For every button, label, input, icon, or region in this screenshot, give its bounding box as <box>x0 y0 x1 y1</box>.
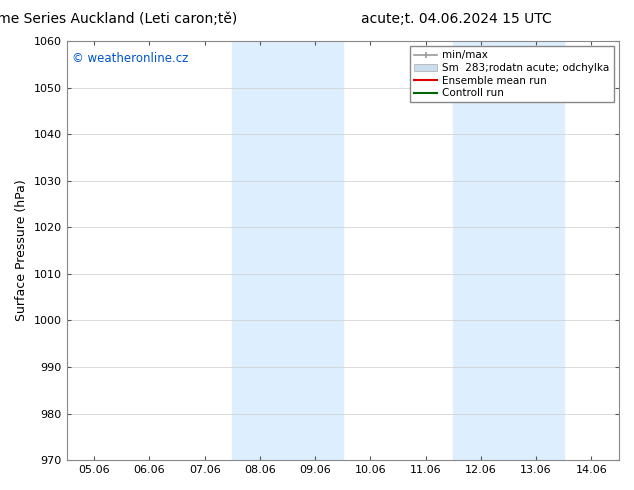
Legend: min/max, Sm  283;rodatn acute; odchylka, Ensemble mean run, Controll run: min/max, Sm 283;rodatn acute; odchylka, … <box>410 46 614 102</box>
Text: acute;t. 04.06.2024 15 UTC: acute;t. 04.06.2024 15 UTC <box>361 12 552 26</box>
Bar <box>453 41 564 460</box>
Bar <box>232 41 343 460</box>
Text: ENS Time Series Auckland (Leti caron;tě): ENS Time Series Auckland (Leti caron;tě) <box>0 12 237 26</box>
Text: © weatheronline.cz: © weatheronline.cz <box>72 51 188 65</box>
Y-axis label: Surface Pressure (hPa): Surface Pressure (hPa) <box>15 180 28 321</box>
